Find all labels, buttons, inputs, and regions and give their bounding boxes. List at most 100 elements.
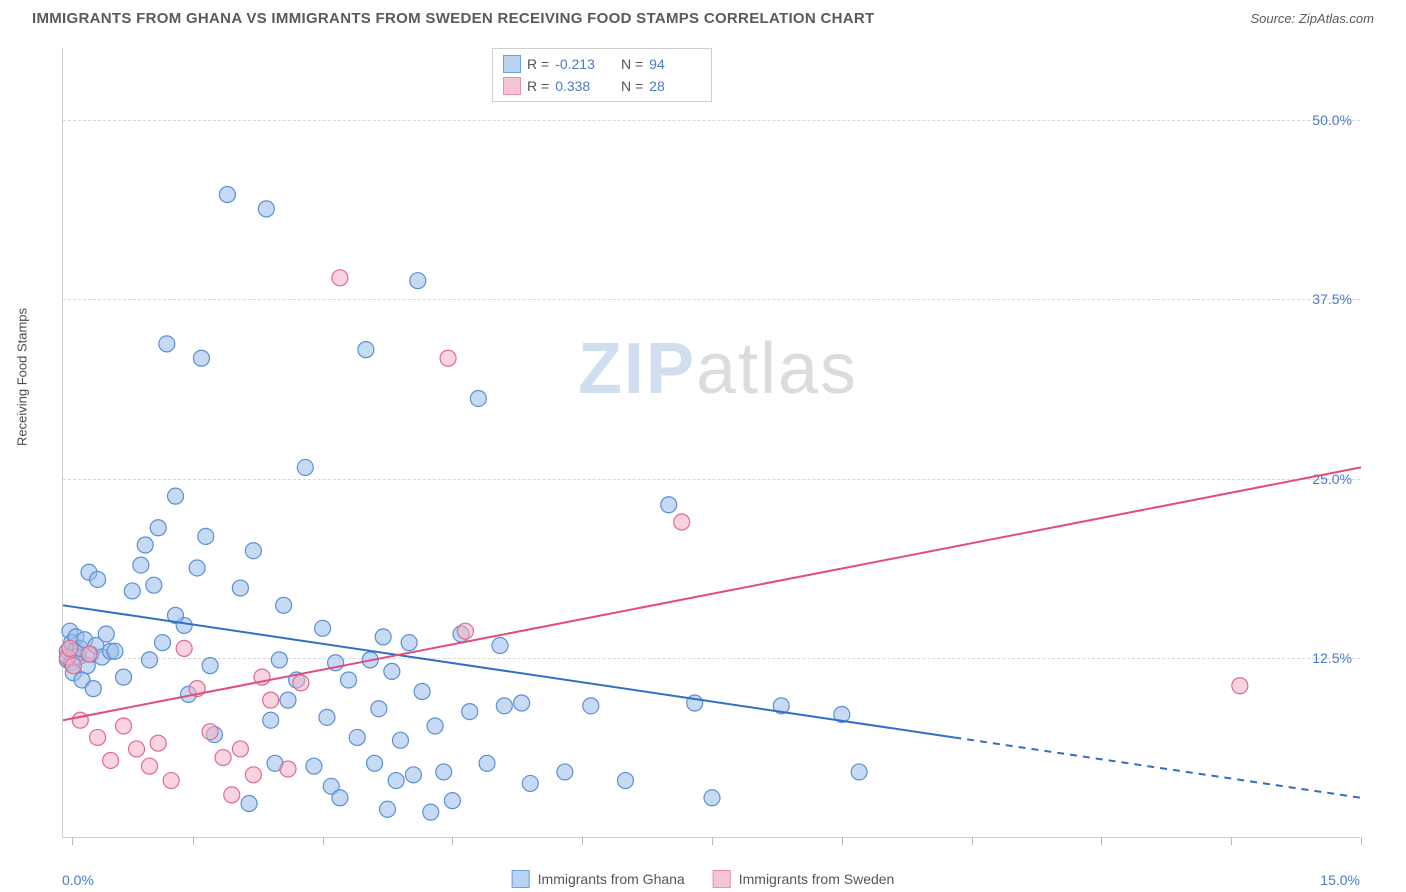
data-point-ghana (276, 597, 292, 613)
legend-label-sweden: Immigrants from Sweden (739, 871, 895, 887)
data-point-ghana (202, 658, 218, 674)
data-point-ghana (375, 629, 391, 645)
data-point-sweden (65, 658, 81, 674)
data-point-ghana (198, 528, 214, 544)
data-point-ghana (107, 643, 123, 659)
data-point-sweden (72, 712, 88, 728)
data-point-sweden (81, 646, 97, 662)
legend: Immigrants from Ghana Immigrants from Swe… (512, 870, 895, 888)
legend-item-ghana: Immigrants from Ghana (512, 870, 685, 888)
data-point-ghana (384, 663, 400, 679)
data-point-ghana (436, 764, 452, 780)
data-point-sweden (674, 514, 690, 530)
data-point-sweden (90, 729, 106, 745)
chart-svg (63, 48, 1360, 837)
x-tick (72, 837, 73, 845)
data-point-ghana (193, 350, 209, 366)
data-point-sweden (202, 724, 218, 740)
data-point-ghana (380, 801, 396, 817)
data-point-ghana (661, 497, 677, 513)
stats-row-sweden: R = 0.338 N = 28 (503, 75, 701, 97)
x-tick (972, 837, 973, 845)
data-point-ghana (241, 796, 257, 812)
data-point-ghana (137, 537, 153, 553)
data-point-ghana (98, 626, 114, 642)
data-point-ghana (116, 669, 132, 685)
data-point-sweden (232, 741, 248, 757)
swatch-ghana (503, 55, 521, 73)
data-point-ghana (319, 709, 335, 725)
data-point-ghana (444, 793, 460, 809)
x-axis-min-label: 0.0% (62, 872, 94, 888)
regression-line-sweden (63, 467, 1361, 720)
data-point-sweden (293, 675, 309, 691)
data-point-ghana (159, 336, 175, 352)
data-point-ghana (146, 577, 162, 593)
legend-item-sweden: Immigrants from Sweden (713, 870, 895, 888)
data-point-sweden (280, 761, 296, 777)
data-point-ghana (150, 520, 166, 536)
source-attribution: Source: ZipAtlas.com (1250, 11, 1374, 26)
data-point-ghana (462, 704, 478, 720)
data-point-ghana (219, 187, 235, 203)
source-name: ZipAtlas.com (1299, 11, 1374, 26)
n-value-ghana: 94 (649, 56, 701, 72)
data-point-sweden (116, 718, 132, 734)
data-point-sweden (142, 758, 158, 774)
chart-title: IMMIGRANTS FROM GHANA VS IMMIGRANTS FROM… (32, 10, 874, 27)
x-tick (323, 837, 324, 845)
stats-row-ghana: R = -0.213 N = 94 (503, 53, 701, 75)
data-point-sweden (129, 741, 145, 757)
y-axis-label: Receiving Food Stamps (15, 308, 30, 446)
data-point-ghana (367, 755, 383, 771)
data-point-ghana (297, 459, 313, 475)
data-point-ghana (142, 652, 158, 668)
stats-box: R = -0.213 N = 94R = 0.338 N = 28 (492, 48, 712, 102)
data-point-ghana (496, 698, 512, 714)
data-point-ghana (392, 732, 408, 748)
r-label: R = (527, 78, 549, 94)
x-tick (842, 837, 843, 845)
r-value-sweden: 0.338 (555, 78, 607, 94)
data-point-ghana (306, 758, 322, 774)
source-prefix: Source: (1250, 11, 1298, 26)
n-label: N = (613, 78, 643, 94)
n-label: N = (613, 56, 643, 72)
data-point-ghana (617, 773, 633, 789)
data-point-ghana (414, 683, 430, 699)
data-point-ghana (427, 718, 443, 734)
data-point-sweden (163, 773, 179, 789)
data-point-ghana (423, 804, 439, 820)
data-point-ghana (514, 695, 530, 711)
r-value-ghana: -0.213 (555, 56, 607, 72)
data-point-ghana (167, 488, 183, 504)
plot-area: ZIPatlas 12.5%25.0%37.5%50.0% (62, 48, 1360, 838)
x-tick (452, 837, 453, 845)
x-tick (1101, 837, 1102, 845)
legend-swatch-ghana (512, 870, 530, 888)
n-value-sweden: 28 (649, 78, 701, 94)
x-tick (712, 837, 713, 845)
x-tick (1231, 837, 1232, 845)
data-point-sweden (176, 640, 192, 656)
data-point-ghana (358, 342, 374, 358)
data-point-ghana (704, 790, 720, 806)
data-point-ghana (371, 701, 387, 717)
data-point-ghana (470, 390, 486, 406)
data-point-ghana (341, 672, 357, 688)
data-point-sweden (457, 623, 473, 639)
data-point-ghana (557, 764, 573, 780)
data-point-ghana (315, 620, 331, 636)
data-point-ghana (401, 635, 417, 651)
legend-swatch-sweden (713, 870, 731, 888)
data-point-ghana (405, 767, 421, 783)
data-point-sweden (1232, 678, 1248, 694)
data-point-sweden (224, 787, 240, 803)
data-point-sweden (440, 350, 456, 366)
data-point-ghana (245, 543, 261, 559)
data-point-ghana (124, 583, 140, 599)
r-label: R = (527, 56, 549, 72)
data-point-ghana (258, 201, 274, 217)
data-point-ghana (410, 273, 426, 289)
data-point-ghana (332, 790, 348, 806)
